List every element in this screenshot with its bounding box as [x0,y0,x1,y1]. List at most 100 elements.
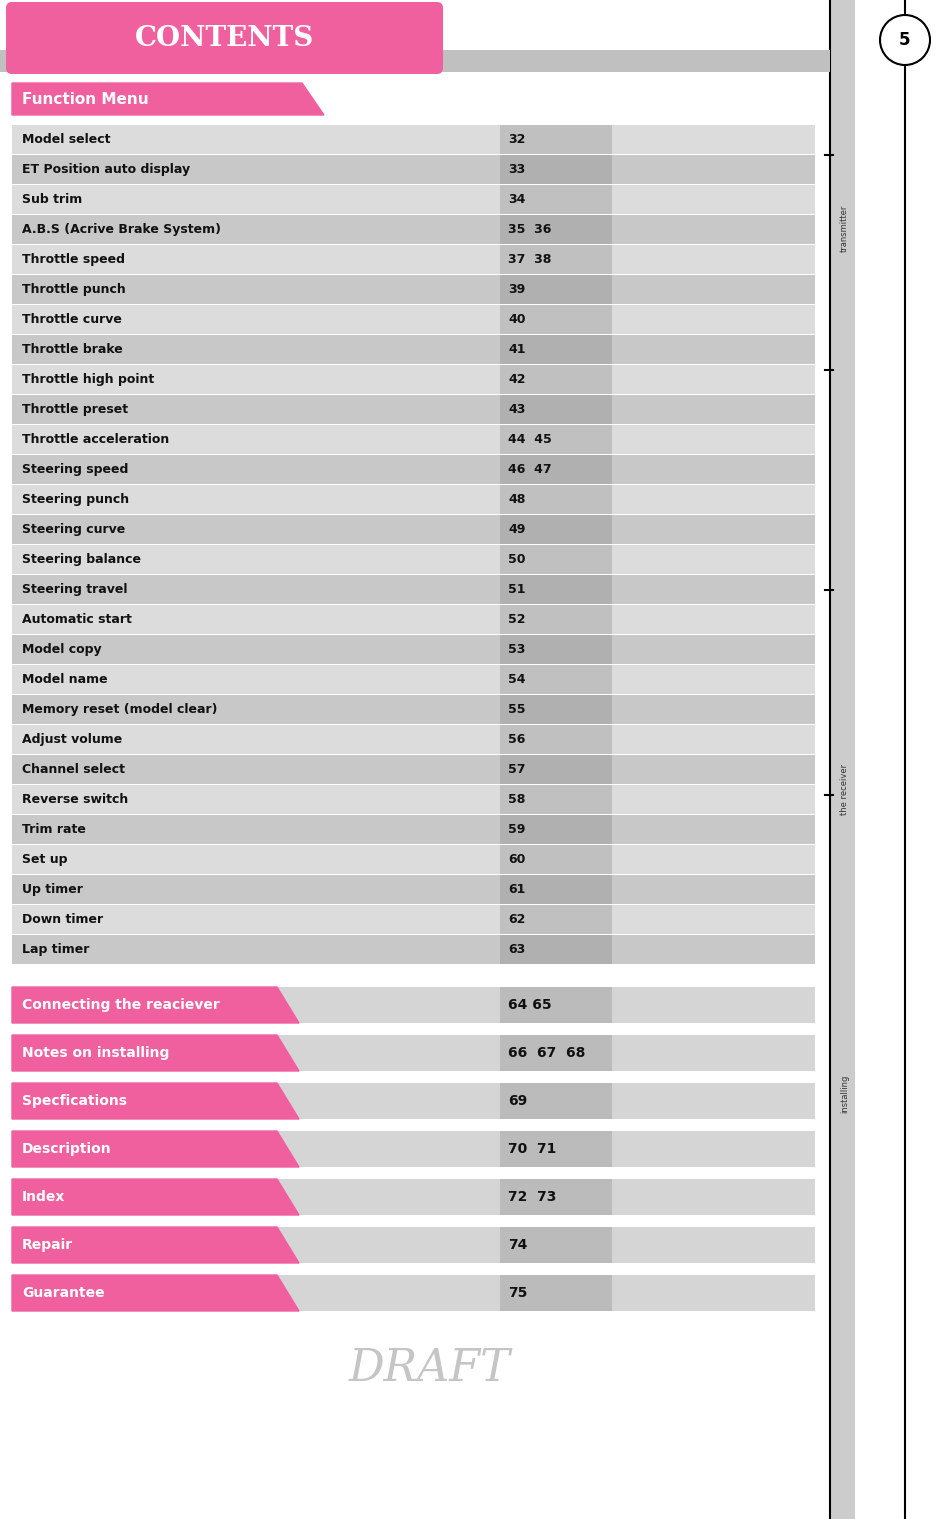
Bar [12,336,814,365]
Text: Throttle high point: Throttle high point [22,374,154,386]
Bar [12,816,814,845]
Bar [12,425,814,454]
Bar [500,725,611,753]
Text: Set up: Set up [22,854,67,866]
Text: 54: 54 [507,673,525,687]
Text: Adjust volume: Adjust volume [22,734,122,746]
Text: 61: 61 [507,883,525,896]
Text: 49: 49 [507,523,525,536]
Text: Reverse switch: Reverse switch [22,793,128,807]
Bar [0,50,829,71]
Bar [500,1132,611,1167]
Text: 43: 43 [507,403,525,416]
Bar [500,987,611,1022]
Bar [12,785,814,814]
Bar [12,456,814,485]
Bar [12,845,814,873]
Bar [500,485,611,513]
Bar [12,605,814,633]
Bar [12,905,814,934]
Text: 63: 63 [507,943,525,955]
Bar [12,1227,814,1262]
Text: installing: installing [839,1074,848,1113]
Bar [500,696,611,725]
Bar [12,1034,814,1071]
Text: 56: 56 [507,734,525,746]
Text: 40: 40 [507,313,525,327]
Bar [500,275,611,304]
Text: 41: 41 [507,343,525,355]
Text: Down timer: Down timer [22,913,103,927]
Text: 34: 34 [507,193,525,207]
Polygon shape [12,1274,299,1311]
Bar [12,696,814,725]
Bar [12,545,814,574]
Polygon shape [12,84,324,115]
Text: 39: 39 [507,283,525,296]
Text: A.B.S (Acrive Brake System): A.B.S (Acrive Brake System) [22,223,221,235]
Bar [500,1227,611,1262]
Text: Steering speed: Steering speed [22,463,128,475]
Text: Up timer: Up timer [22,883,82,896]
Text: 55: 55 [507,703,525,715]
Bar [500,1083,611,1120]
Text: 33: 33 [507,163,525,176]
Text: 58: 58 [507,793,525,807]
Text: the receiver: the receiver [839,764,848,816]
Bar [500,456,611,485]
Text: Channel select: Channel select [22,763,124,776]
Text: Throttle brake: Throttle brake [22,343,123,355]
Text: Throttle preset: Throttle preset [22,403,128,416]
Text: DRAFT: DRAFT [349,1346,510,1390]
Bar [500,515,611,544]
Bar [500,816,611,845]
Text: Throttle punch: Throttle punch [22,283,125,296]
Text: Specfications: Specfications [22,1094,127,1107]
Text: 70  71: 70 71 [507,1142,556,1156]
Text: 60: 60 [507,854,525,866]
Bar [12,665,814,694]
Bar [500,755,611,784]
Text: Automatic start: Automatic start [22,614,132,626]
Bar [12,755,814,784]
Bar [12,987,814,1022]
Bar [500,845,611,873]
Bar [12,305,814,334]
Text: Description: Description [22,1142,111,1156]
Bar [500,875,611,904]
Text: Memory reset (model clear): Memory reset (model clear) [22,703,217,715]
Bar [12,725,814,753]
Text: 69: 69 [507,1094,527,1107]
Text: Steering travel: Steering travel [22,583,127,595]
Text: CONTENTS: CONTENTS [135,24,314,52]
Polygon shape [12,1083,299,1120]
Text: Trim rate: Trim rate [22,823,86,835]
Text: 53: 53 [507,643,525,656]
Text: Throttle curve: Throttle curve [22,313,122,327]
Text: Steering balance: Steering balance [22,553,140,567]
Text: Notes on installing: Notes on installing [22,1047,169,1060]
Text: 42: 42 [507,374,525,386]
Text: 37  38: 37 38 [507,254,550,266]
Bar [12,275,814,304]
Polygon shape [12,987,299,1022]
Text: Function Menu: Function Menu [22,91,149,106]
Bar [500,185,611,214]
Text: 72  73: 72 73 [507,1189,556,1205]
Text: 44  45: 44 45 [507,433,551,447]
Bar [12,185,814,214]
Bar [12,245,814,273]
Bar [500,905,611,934]
Text: 52: 52 [507,614,525,626]
Bar [500,1034,611,1071]
Bar [12,395,814,424]
Text: 74: 74 [507,1238,527,1252]
Bar [12,485,814,513]
Bar [500,395,611,424]
Text: 5: 5 [899,30,910,49]
Bar [500,665,611,694]
Bar [12,515,814,544]
Bar [500,635,611,664]
Bar [500,365,611,393]
Bar [500,605,611,633]
